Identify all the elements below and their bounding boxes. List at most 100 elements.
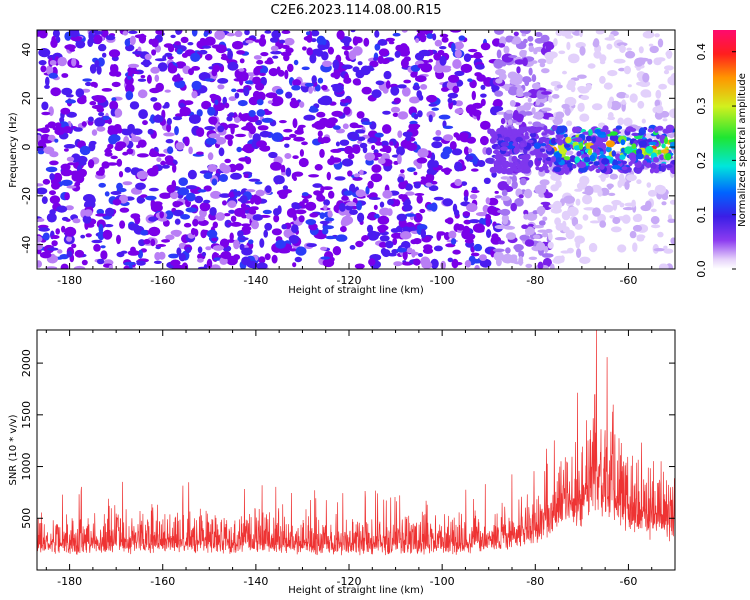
x-tick-label: -180 [57,274,82,287]
spectrogram-cell [137,89,148,99]
spectrogram-cell [248,178,261,182]
spectrogram-cell [162,55,167,61]
spectrogram-cell [115,141,127,149]
spectrogram-cell [83,209,93,217]
spectrogram-cell [165,234,175,241]
spectrogram-cell [571,164,577,169]
spectrogram-cell [39,251,52,259]
spectrogram-cell [291,224,299,234]
spectrogram-cell [564,166,570,175]
spectrogram-cell [200,37,206,43]
spectrogram-cell [537,261,544,269]
spectrogram-cell [91,30,99,34]
spectrogram-cell [610,226,622,233]
spectrogram-cell [240,206,251,211]
spectrogram-cell [449,30,462,33]
spectrogram-cell [118,171,124,178]
spectrogram-cell [356,200,362,211]
spectrogram-cell [563,133,568,138]
spectrogram-cell [574,137,583,143]
spectrogram-cell [185,207,198,213]
spectrogram-cell [552,258,564,264]
spectrogram-cell [40,65,47,73]
spectrogram-cell [154,252,161,261]
spectrogram-cell [253,55,262,60]
spectrogram-cell [340,226,347,233]
spectrogram-cell [363,37,370,47]
spectrogram-cell [236,50,246,55]
spectrogram-cell [230,172,242,180]
spectrogram-cell [548,130,555,135]
spectrogram-cell [227,222,236,226]
spectrogram-cell [558,147,567,155]
spectrogram-cell [265,185,272,194]
spectrogram-cell [522,57,528,67]
spectrogram-cell [203,172,213,180]
spectrogram-cell [248,239,254,245]
spectrogram-cell [180,36,189,44]
spectrogram-cell [516,87,524,97]
spectrogram-cell [589,220,601,224]
spectrogram-cell [388,41,395,45]
spectrogram-cell [272,55,279,59]
spectrogram-cell [271,228,282,236]
spectrogram-cell [246,213,252,220]
spectrogram-cell [479,254,487,261]
spectrogram-cell [266,57,273,65]
spectrogram-cell [595,30,605,35]
spectrogram-cell [540,143,547,147]
spectrogram-cell [519,165,524,170]
spectrogram-cell [100,245,106,249]
spectrogram-cell [517,132,522,138]
spectrogram-cell [665,153,672,161]
spectrogram-cell [523,102,532,111]
spectrogram-cell [519,234,530,241]
spectrogram-cell [603,82,613,90]
spectrogram-cell [629,230,637,239]
spectrogram-cell [320,185,325,194]
spectrogram-cell [198,219,209,226]
spectrogram-cell [273,208,280,216]
snr-panel: -180 -160 -140 -120 -100 -80 -60 500 1000 1500 20… [8,329,676,596]
spectrogram-cell [172,163,177,173]
spectrogram-cell [543,125,548,132]
spectrogram-cell [327,210,333,218]
spectrogram-cell [628,161,633,166]
spectrogram-cell [658,83,667,90]
spectrogram-cell [217,125,225,133]
spectrogram-cell [61,225,66,233]
spectrogram-cell [591,103,603,111]
spectrogram-cell [440,168,453,173]
spectrogram-cell [395,44,404,52]
spectrogram-cell [237,230,244,238]
spectrogram-cell [89,64,97,74]
spectrogram-cell [500,146,509,151]
spectrogram-cell [448,230,457,239]
spectrogram-cell [320,246,328,251]
spectrogram-cell [204,126,216,131]
spectrogram-cell [314,164,323,171]
spectrogram-cell [289,99,300,109]
spectrogram-cell [453,209,460,217]
spectrogram-cell [181,263,188,269]
spectrogram-cell [122,30,128,36]
spectrogram-cell [607,70,618,77]
spectrogram-cell [377,39,388,46]
spectrogram-cell [654,99,661,107]
spectrogram-cell [357,136,366,142]
spectrogram-cell [45,266,58,269]
spectrogram-cell [430,258,439,269]
spectrogram-cell [102,229,113,240]
spectrogram-cell [264,253,271,261]
spectrogram-cell [214,136,227,145]
spectrogram-cell [494,195,503,199]
spectrogram-cell [284,153,292,159]
spectrogram-cell [608,33,615,40]
spectrogram-cell [641,118,646,124]
spectrogram-cell [51,240,58,247]
spectrogram-cell [650,224,661,229]
colorbar-gradient [713,30,736,269]
spectrogram-cell [413,258,421,266]
spectrogram-cell [42,178,51,185]
